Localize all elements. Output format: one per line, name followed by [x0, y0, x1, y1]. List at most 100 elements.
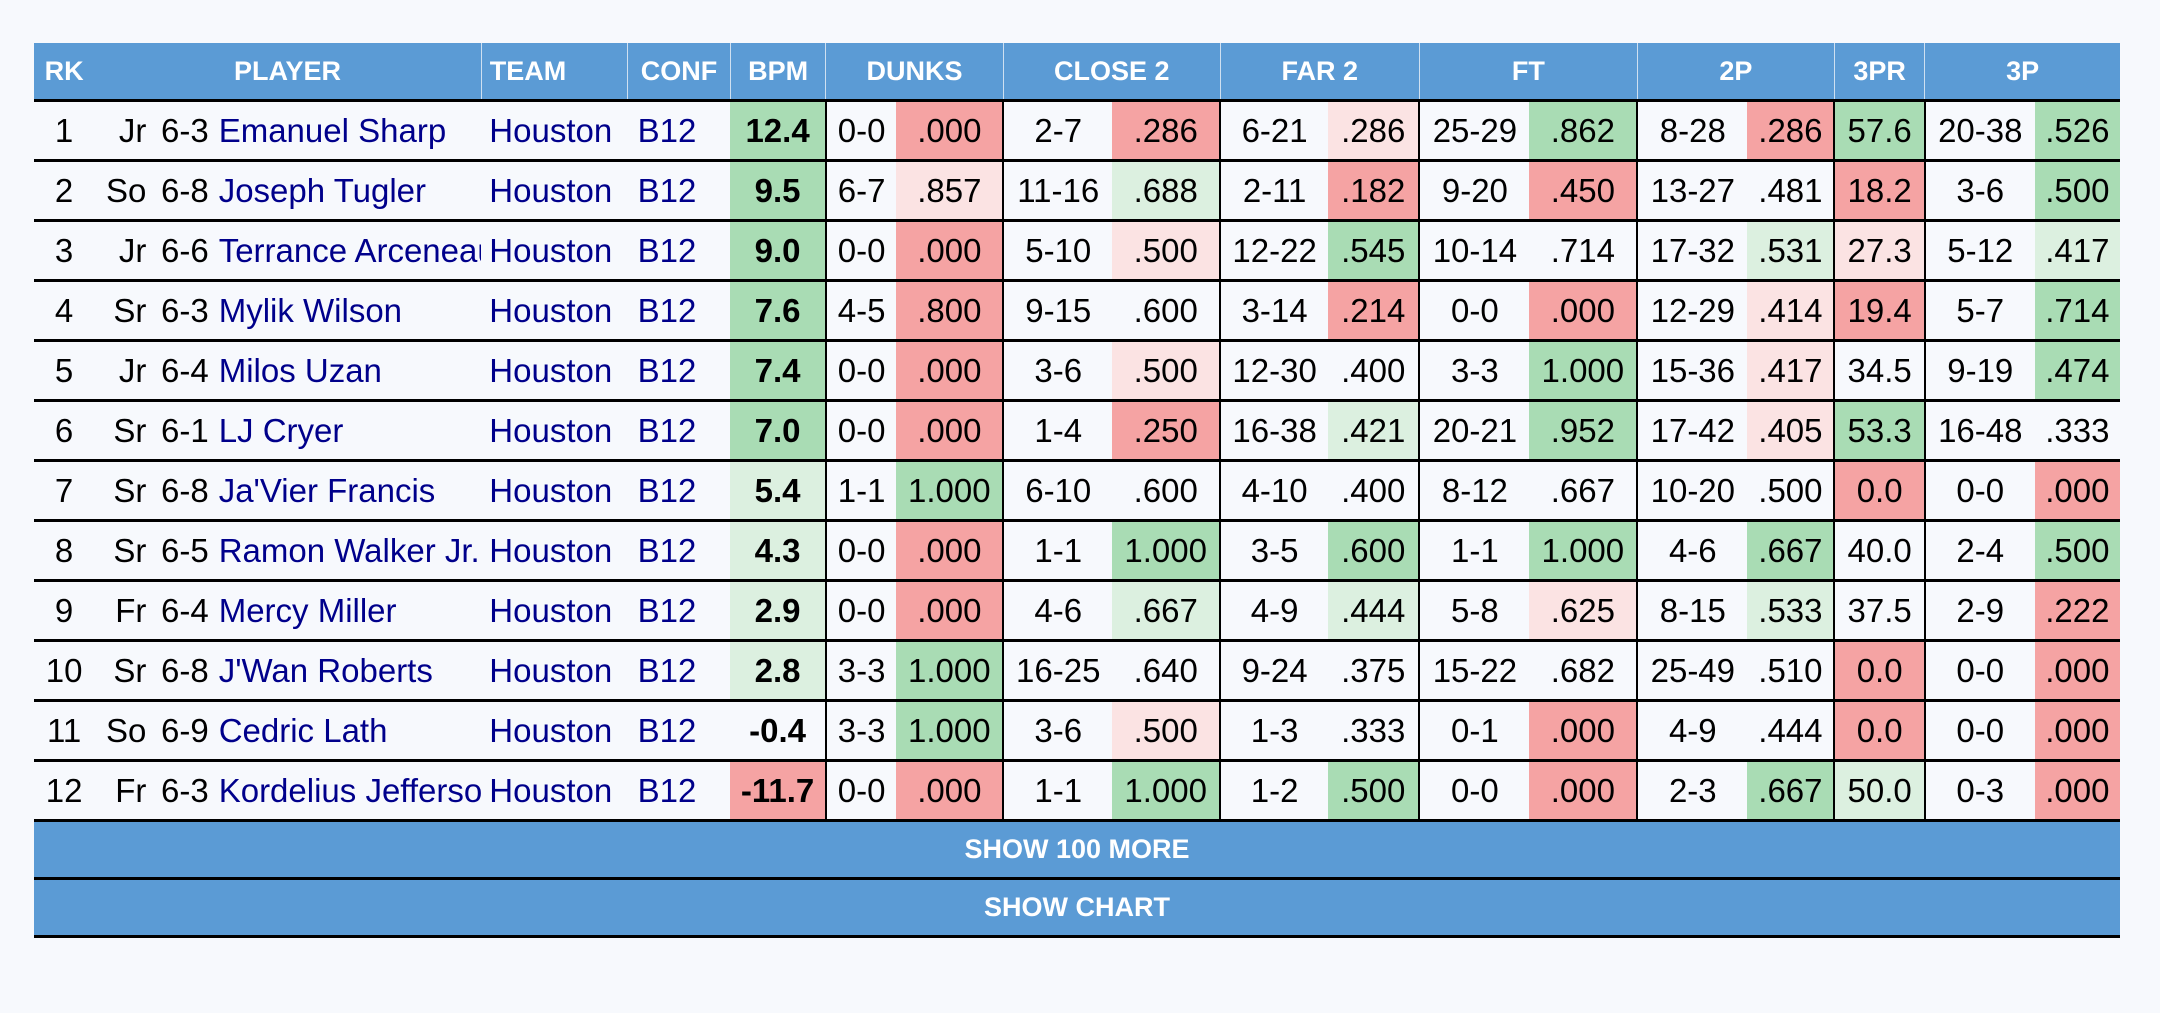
- show-more-button[interactable]: SHOW 100 MORE: [34, 822, 2120, 880]
- twop-pct-cell: .667: [1747, 760, 1835, 822]
- height-cell: 6-3: [154, 760, 219, 822]
- dunks-pct-cell: .000: [896, 580, 1004, 642]
- class-cell: Sr: [94, 460, 155, 522]
- conf-link[interactable]: B12: [627, 280, 731, 342]
- dunks-made-cell: 0-0: [824, 520, 897, 582]
- threep-made-cell: 5-12: [1923, 220, 2035, 282]
- close2-made-cell: 2-7: [1002, 100, 1113, 162]
- player-link[interactable]: Kordelius Jefferson: [218, 760, 482, 822]
- twop-made-cell: 25-49: [1636, 640, 1748, 702]
- player-link[interactable]: Terrance Arceneaux: [218, 220, 482, 282]
- header-row: RK PLAYER TEAM CONF BPM DUNKS CLOSE 2 FA…: [34, 43, 2120, 102]
- team-link[interactable]: Houston: [481, 580, 628, 642]
- conf-link[interactable]: B12: [627, 100, 731, 162]
- conf-link[interactable]: B12: [627, 760, 731, 822]
- player-link[interactable]: Mylik Wilson: [218, 280, 482, 342]
- twop-pct-cell: .444: [1747, 700, 1835, 762]
- table-row: 6 Sr 6-1 LJ Cryer Houston B12 7.0 0-0.000 1-4.25…: [34, 400, 2120, 462]
- team-link[interactable]: Houston: [481, 160, 628, 222]
- close2-pct-cell: .500: [1112, 340, 1221, 402]
- table-row: 4 Sr 6-3 Mylik Wilson Houston B12 7.6 4-5.800 9-…: [34, 280, 2120, 342]
- team-link[interactable]: Houston: [481, 760, 628, 822]
- header-conf[interactable]: CONF: [627, 43, 731, 102]
- header-close2[interactable]: CLOSE 2: [1002, 43, 1221, 102]
- player-link[interactable]: LJ Cryer: [218, 400, 482, 462]
- player-link[interactable]: Cedric Lath: [218, 700, 482, 762]
- dunks-pct-cell: .000: [896, 520, 1004, 582]
- threep-made-cell: 0-0: [1923, 700, 2035, 762]
- dunks-pct-cell: .000: [896, 100, 1004, 162]
- far2-made-cell: 6-21: [1219, 100, 1329, 162]
- close2-pct-cell: 1.000: [1112, 760, 1221, 822]
- height-cell: 6-8: [154, 460, 219, 522]
- header-far2[interactable]: FAR 2: [1219, 43, 1420, 102]
- conf-link[interactable]: B12: [627, 400, 731, 462]
- threepr-cell: 0.0: [1833, 460, 1925, 522]
- ft-pct-cell: .000: [1529, 760, 1638, 822]
- dunks-made-cell: 0-0: [824, 580, 897, 642]
- twop-pct-cell: .510: [1747, 640, 1835, 702]
- player-link[interactable]: Joseph Tugler: [218, 160, 482, 222]
- team-link[interactable]: Houston: [481, 100, 628, 162]
- far2-pct-cell: .444: [1328, 580, 1420, 642]
- team-link[interactable]: Houston: [481, 460, 628, 522]
- team-link[interactable]: Houston: [481, 280, 628, 342]
- threep-pct-cell: .222: [2034, 580, 2120, 642]
- bpm-cell: 4.3: [730, 520, 826, 582]
- player-link[interactable]: Ramon Walker Jr.: [218, 520, 482, 582]
- threep-pct-cell: .333: [2034, 400, 2120, 462]
- header-3p[interactable]: 3P: [1924, 43, 2120, 102]
- player-link[interactable]: Emanuel Sharp: [218, 100, 482, 162]
- conf-link[interactable]: B12: [627, 640, 731, 702]
- rank-cell: 12: [34, 760, 95, 822]
- team-link[interactable]: Houston: [481, 700, 628, 762]
- team-link[interactable]: Houston: [481, 340, 628, 402]
- ft-made-cell: 25-29: [1418, 100, 1530, 162]
- player-link[interactable]: Ja'Vier Francis: [218, 460, 482, 522]
- header-player[interactable]: PLAYER: [94, 43, 482, 102]
- show-chart-button[interactable]: SHOW CHART: [34, 880, 2120, 938]
- ft-made-cell: 0-0: [1418, 760, 1530, 822]
- header-ft[interactable]: FT: [1418, 43, 1638, 102]
- header-2p[interactable]: 2P: [1636, 43, 1835, 102]
- rank-cell: 4: [34, 280, 95, 342]
- team-link[interactable]: Houston: [481, 220, 628, 282]
- header-bpm[interactable]: BPM: [729, 43, 826, 102]
- conf-link[interactable]: B12: [627, 700, 731, 762]
- far2-pct-cell: .182: [1328, 160, 1420, 222]
- conf-link[interactable]: B12: [627, 460, 731, 522]
- player-link[interactable]: Mercy Miller: [218, 580, 482, 642]
- header-team[interactable]: TEAM: [480, 43, 628, 102]
- close2-made-cell: 1-1: [1002, 520, 1113, 582]
- team-link[interactable]: Houston: [481, 400, 628, 462]
- team-link[interactable]: Houston: [481, 640, 628, 702]
- dunks-made-cell: 0-0: [824, 220, 897, 282]
- bpm-cell: 7.6: [730, 280, 826, 342]
- threep-made-cell: 5-7: [1923, 280, 2035, 342]
- threepr-cell: 37.5: [1833, 580, 1925, 642]
- far2-pct-cell: .375: [1328, 640, 1420, 702]
- table-row: 7 Sr 6-8 Ja'Vier Francis Houston B12 5.4 1-1 1.0…: [34, 460, 2120, 522]
- header-rk[interactable]: RK: [34, 43, 95, 102]
- conf-link[interactable]: B12: [627, 340, 731, 402]
- class-cell: Sr: [94, 400, 155, 462]
- ft-pct-cell: 1.000: [1529, 340, 1638, 402]
- class-cell: Jr: [94, 220, 155, 282]
- conf-link[interactable]: B12: [627, 160, 731, 222]
- header-dunks[interactable]: DUNKS: [825, 43, 1004, 102]
- dunks-made-cell: 0-0: [824, 760, 897, 822]
- threepr-cell: 0.0: [1833, 700, 1925, 762]
- conf-link[interactable]: B12: [627, 580, 731, 642]
- dunks-pct-cell: .000: [896, 220, 1004, 282]
- player-link[interactable]: J'Wan Roberts: [218, 640, 482, 702]
- close2-pct-cell: .600: [1112, 460, 1221, 522]
- player-link[interactable]: Milos Uzan: [218, 340, 482, 402]
- bpm-cell: 2.8: [730, 640, 826, 702]
- conf-link[interactable]: B12: [627, 520, 731, 582]
- header-3pr[interactable]: 3PR: [1833, 43, 1925, 102]
- conf-link[interactable]: B12: [627, 220, 731, 282]
- far2-made-cell: 12-30: [1219, 340, 1329, 402]
- threepr-cell: 27.3: [1833, 220, 1925, 282]
- close2-pct-cell: .500: [1112, 700, 1221, 762]
- team-link[interactable]: Houston: [481, 520, 628, 582]
